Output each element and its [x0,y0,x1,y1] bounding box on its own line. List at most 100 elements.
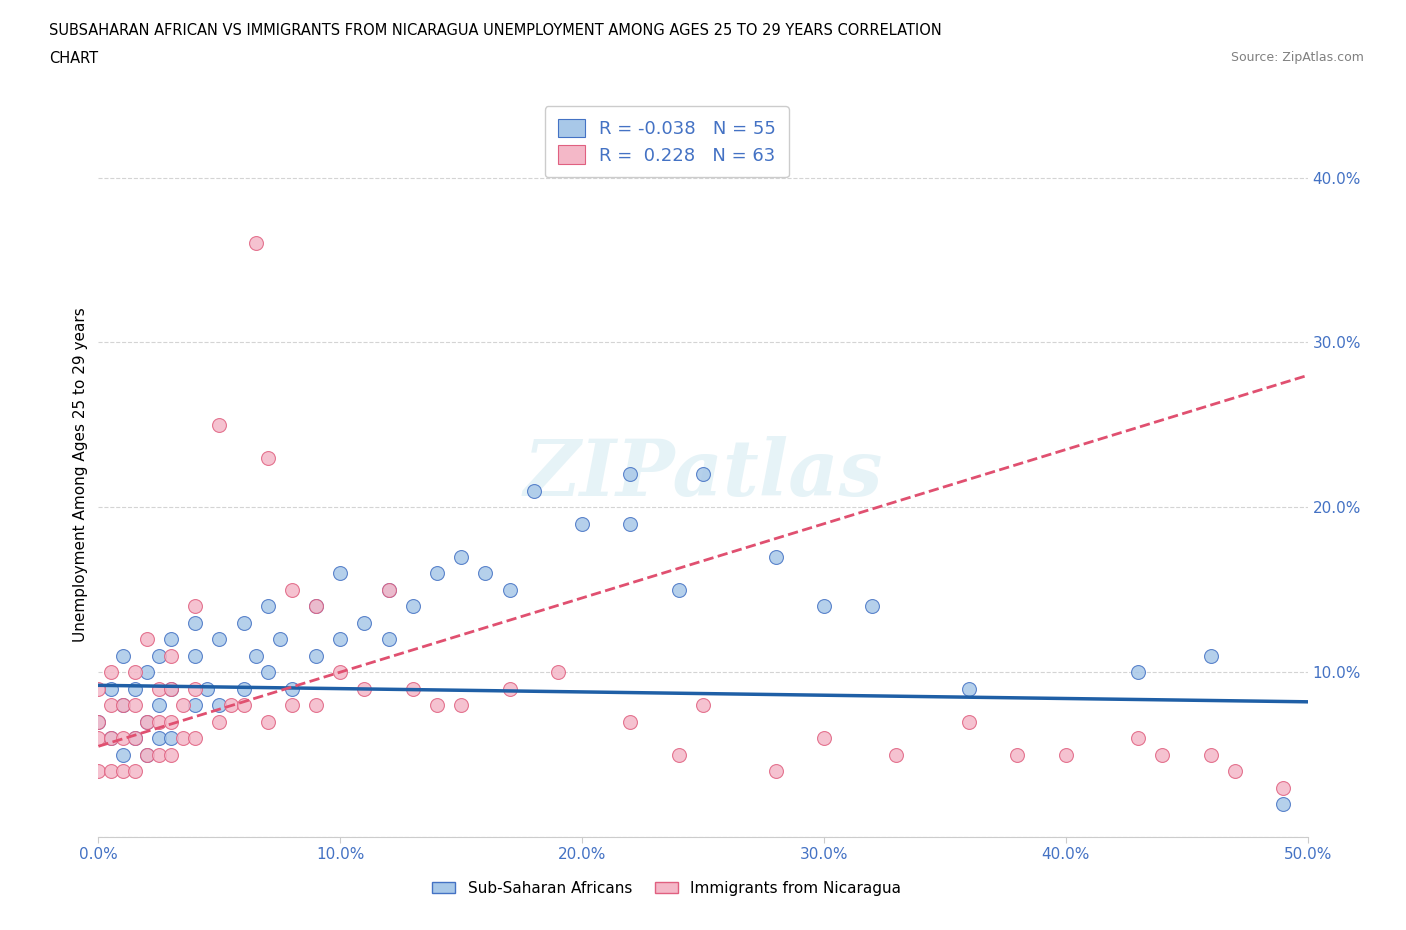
Point [402,681,425,696]
Point [402,599,425,614]
Point [87,714,110,729]
Point [523,484,546,498]
Point [111,764,134,778]
Point [1272,797,1295,812]
Point [135,714,157,729]
Point [1223,764,1246,778]
Point [111,648,134,663]
Point [148,731,170,746]
Text: ZIPatlas: ZIPatlas [523,436,883,512]
Point [498,681,520,696]
Point [1199,747,1222,762]
Point [353,616,375,631]
Point [184,616,207,631]
Point [100,764,122,778]
Point [765,550,787,565]
Point [281,698,304,712]
Point [547,665,569,680]
Point [692,698,714,712]
Point [886,747,908,762]
Point [148,714,170,729]
Point [377,582,399,597]
Point [957,681,980,696]
Point [813,599,835,614]
Point [124,764,146,778]
Point [124,731,146,746]
Point [256,599,278,614]
Point [619,467,641,482]
Legend: Sub-Saharan Africans, Immigrants from Nicaragua: Sub-Saharan Africans, Immigrants from Ni… [426,875,907,902]
Point [100,731,122,746]
Point [1054,747,1077,762]
Point [87,714,110,729]
Point [1007,747,1029,762]
Point [256,450,278,465]
Point [111,698,134,712]
Point [184,681,207,696]
Point [1128,665,1150,680]
Point [195,681,218,696]
Point [619,516,641,531]
Point [232,698,254,712]
Point [281,582,304,597]
Point [100,681,122,696]
Point [232,681,254,696]
Point [100,731,122,746]
Point [245,236,267,251]
Point [124,698,146,712]
Point [184,731,207,746]
Point [135,747,157,762]
Point [148,648,170,663]
Text: SUBSAHARAN AFRICAN VS IMMIGRANTS FROM NICARAGUA UNEMPLOYMENT AMONG AGES 25 TO 29: SUBSAHARAN AFRICAN VS IMMIGRANTS FROM NI… [49,23,942,38]
Point [305,698,328,712]
Point [1128,731,1150,746]
Point [281,681,304,696]
Point [1272,780,1295,795]
Point [148,681,170,696]
Point [208,698,231,712]
Point [208,631,231,646]
Point [111,698,134,712]
Point [269,631,291,646]
Point [256,714,278,729]
Point [860,599,883,614]
Point [329,565,352,580]
Point [100,665,122,680]
Point [813,731,835,746]
Point [184,698,207,712]
Point [184,599,207,614]
Point [124,665,146,680]
Y-axis label: Unemployment Among Ages 25 to 29 years: Unemployment Among Ages 25 to 29 years [73,307,89,642]
Point [160,631,183,646]
Point [305,599,328,614]
Point [305,648,328,663]
Point [160,681,183,696]
Point [135,631,157,646]
Text: Source: ZipAtlas.com: Source: ZipAtlas.com [1230,51,1364,64]
Point [208,714,231,729]
Point [426,698,449,712]
Point [305,599,328,614]
Point [208,418,231,432]
Point [148,747,170,762]
Point [619,714,641,729]
Point [160,747,183,762]
Point [87,764,110,778]
Point [135,665,157,680]
Point [329,665,352,680]
Point [160,681,183,696]
Point [765,764,787,778]
Point [377,582,399,597]
Point [124,681,146,696]
Point [450,550,472,565]
Point [100,698,122,712]
Point [111,731,134,746]
Point [498,582,520,597]
Point [668,747,690,762]
Point [377,631,399,646]
Point [172,731,194,746]
Point [148,698,170,712]
Point [329,631,352,646]
Point [111,747,134,762]
Point [160,714,183,729]
